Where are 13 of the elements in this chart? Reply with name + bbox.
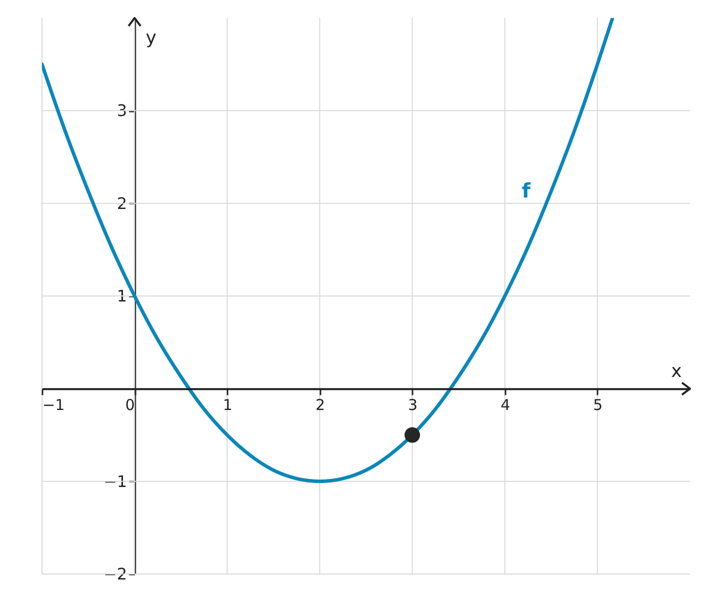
y-tick-label: 2 <box>116 194 128 213</box>
x-tick-label: 1 <box>222 396 232 414</box>
series-label: f <box>522 178 531 202</box>
x-tick-label: −1 <box>42 396 65 414</box>
x-tick-label: 4 <box>500 396 510 414</box>
x-tick-label: 2 <box>315 396 325 414</box>
x-axis-title: x <box>671 361 682 382</box>
x-tick-label: 0 <box>125 396 135 414</box>
y-tick-label: 3 <box>116 101 128 120</box>
x-tick-label: 3 <box>408 396 418 414</box>
y-axis-title: y <box>146 28 157 48</box>
y-tick-label: −1 <box>103 472 128 491</box>
x-tick-label: 5 <box>593 396 603 414</box>
